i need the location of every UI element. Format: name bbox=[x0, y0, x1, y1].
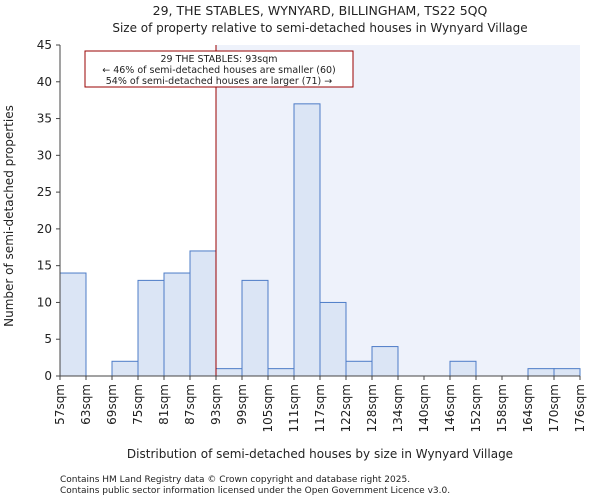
plot-area: 0 5 10 15 20 25 30 35 40 45 57sqm 63sqm 69sqm 75sqm 81… bbox=[37, 38, 587, 432]
y-tick-label: 20 bbox=[37, 222, 52, 236]
y-axis-label: Number of semi-detached properties bbox=[2, 105, 16, 327]
footer-line-2: Contains public sector information licen… bbox=[60, 486, 450, 496]
y-tick-label: 10 bbox=[37, 295, 52, 309]
bar-93sqm bbox=[215, 368, 243, 377]
bar-122sqm bbox=[345, 360, 373, 377]
chart-subtitle: Size of property relative to semi-detach… bbox=[112, 21, 527, 35]
footer-line-1: Contains HM Land Registry data © Crown c… bbox=[60, 475, 410, 485]
x-tick-label: 140sqm bbox=[417, 384, 431, 432]
y-tick-label: 0 bbox=[44, 369, 52, 383]
x-tick-label: 57sqm bbox=[53, 384, 67, 425]
x-tick-label: 93sqm bbox=[209, 384, 223, 425]
annotation-line-3: 54% of semi-detached houses are larger (… bbox=[106, 76, 333, 87]
y-tick-label: 40 bbox=[37, 75, 52, 89]
bar-170sqm bbox=[553, 368, 581, 377]
chart-title: 29, THE STABLES, WYNYARD, BILLINGHAM, TS… bbox=[153, 3, 488, 18]
highlight-region bbox=[216, 45, 580, 376]
annotation-line-1: 29 THE STABLES: 93sqm bbox=[160, 54, 277, 65]
y-tick-label: 35 bbox=[37, 112, 52, 126]
x-tick-label: 63sqm bbox=[79, 384, 93, 425]
bar-99sqm bbox=[241, 279, 269, 377]
x-tick-label: 134sqm bbox=[391, 384, 405, 432]
x-tick-label: 146sqm bbox=[443, 384, 457, 432]
x-tick-label: 128sqm bbox=[365, 384, 379, 432]
x-tick-label: 176sqm bbox=[573, 384, 587, 432]
bar-164sqm bbox=[527, 368, 555, 377]
x-tick-label: 152sqm bbox=[469, 384, 483, 432]
x-tick-label: 105sqm bbox=[261, 384, 275, 432]
x-tick-label: 122sqm bbox=[339, 384, 353, 432]
x-tick-label: 75sqm bbox=[131, 384, 145, 425]
x-tick-label: 158sqm bbox=[495, 384, 509, 432]
x-tick-label: 164sqm bbox=[521, 384, 535, 432]
y-tick-label: 45 bbox=[37, 38, 52, 52]
x-tick-label: 111sqm bbox=[287, 384, 301, 432]
bar-87sqm bbox=[189, 250, 217, 377]
y-tick-label: 5 bbox=[44, 332, 52, 346]
y-tick-label: 30 bbox=[37, 148, 52, 162]
x-tick-label: 117sqm bbox=[313, 384, 327, 432]
x-tick-label: 87sqm bbox=[183, 384, 197, 425]
x-tick-label: 99sqm bbox=[235, 384, 249, 425]
bar-69sqm bbox=[111, 360, 139, 377]
bar-75sqm bbox=[137, 279, 165, 377]
bar-81sqm bbox=[163, 272, 191, 377]
x-tick-label: 69sqm bbox=[105, 384, 119, 425]
x-tick-label: 81sqm bbox=[157, 384, 171, 425]
bar-111sqm bbox=[293, 103, 321, 377]
x-tick-label: 170sqm bbox=[547, 384, 561, 432]
annotation-line-2: ← 46% of semi-detached houses are smalle… bbox=[102, 65, 336, 76]
bar-146sqm bbox=[449, 360, 477, 377]
annotation-box bbox=[84, 50, 354, 88]
y-tick-label: 15 bbox=[37, 259, 52, 273]
x-axis-label: Distribution of semi-detached houses by … bbox=[127, 447, 513, 461]
bar-105sqm bbox=[267, 368, 295, 377]
bar-57sqm bbox=[59, 272, 87, 377]
bar-128sqm bbox=[371, 346, 399, 377]
bar-117sqm bbox=[319, 301, 347, 377]
y-tick-label: 25 bbox=[37, 185, 52, 199]
